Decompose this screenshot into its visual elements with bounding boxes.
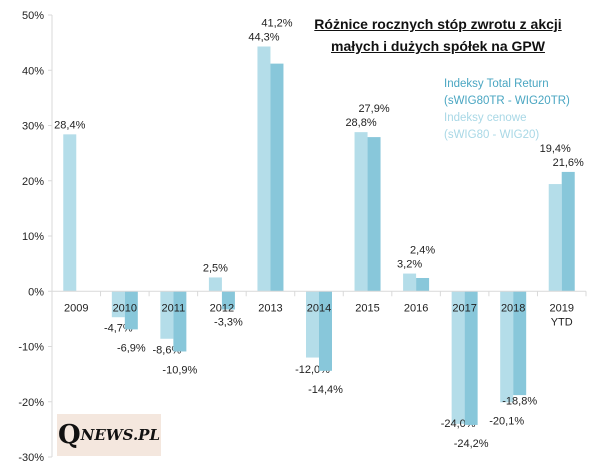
bar-price-2011 <box>160 291 174 339</box>
bar-price-2012 <box>208 277 222 292</box>
bar-total-return-2014 <box>319 291 332 371</box>
y-tick-label: 50% <box>22 10 44 22</box>
data-label-price-2018: -20,1% <box>489 415 524 427</box>
y-tick-label: 0% <box>28 286 44 298</box>
y-tick-label: 10% <box>22 231 44 243</box>
data-label-total-return-2018: -18,8% <box>502 395 537 407</box>
bar-total-return-2017 <box>464 291 478 425</box>
y-tick-label: -30% <box>18 452 44 464</box>
x-tick-label-2013: 2013 <box>258 302 282 314</box>
data-label-price-2019-ytd: 19,4% <box>540 143 571 155</box>
data-label-total-return-2016: 2,4% <box>410 245 435 257</box>
bar-total-return-2012 <box>221 291 235 310</box>
x-tick-label-2010: 2010 <box>113 302 137 314</box>
x-tick-label-2009: 2009 <box>64 302 88 314</box>
y-tick-label: 20% <box>22 176 44 188</box>
data-label-total-return-2019-ytd: 21,6% <box>553 157 584 169</box>
x-tick-label-2019-ytd: 2019 <box>549 302 573 314</box>
bar-total-return-2016 <box>416 277 430 292</box>
bar-price-2010 <box>111 291 125 318</box>
y-tick-label: -20% <box>18 397 44 409</box>
x-tick-label-2014: 2014 <box>307 302 331 314</box>
x-tick-label-2015: 2015 <box>355 302 379 314</box>
data-label-total-return-2013: 41,2% <box>261 17 292 29</box>
data-label-price-2012: 2,5% <box>203 262 228 274</box>
data-label-price-2016: 3,2% <box>397 259 422 271</box>
bar-price-2015 <box>354 132 368 292</box>
data-label-price-2009: 28,4% <box>54 119 85 131</box>
data-label-price-2015: 28,8% <box>345 117 376 129</box>
x-tick-label-2018: 2018 <box>501 302 525 314</box>
legend-entry-price-line-2: (sWIG80 - WIG20) <box>444 129 540 141</box>
chart-title: Różnice rocznych stóp zwrotu z akcji mał… <box>308 13 568 57</box>
chart-title-line-2: małych i dużych spółek na GPW <box>331 38 545 54</box>
bar-total-return-2011 <box>173 291 187 352</box>
bar-price-2019-ytd <box>548 184 562 292</box>
bar-total-return-2015 <box>367 137 381 292</box>
logo-text: NEWS.PL <box>80 426 160 444</box>
bar-price-2013 <box>257 46 271 292</box>
bar-price-2018 <box>500 291 514 403</box>
data-label-total-return-2010: -6,9% <box>117 342 146 354</box>
y-tick-label: 40% <box>22 65 44 77</box>
legend: Indeksy Total Return (sWIG80TR - WIG20TR… <box>444 76 570 144</box>
data-label-total-return-2014: -14,4% <box>308 384 343 396</box>
chart-title-line-1: Różnice rocznych stóp zwrotu z akcji <box>314 16 562 32</box>
bar-price-2014 <box>306 291 319 358</box>
bar-price-2009 <box>63 134 77 292</box>
legend-entry-total-return-line-2: (sWIG80TR - WIG20TR) <box>444 95 570 107</box>
qnews-logo: Q NEWS.PL <box>57 414 161 456</box>
x-tick-label-2016: 2016 <box>404 302 428 314</box>
data-label-total-return-2012: -3,3% <box>214 316 243 328</box>
bar-price-2017 <box>451 291 465 424</box>
data-label-price-2013: 44,3% <box>248 31 279 43</box>
bar-total-return-2019-ytd <box>561 171 575 292</box>
x-tick-label-2017: 2017 <box>452 302 476 314</box>
x-tick-label-2019-ytd: YTD <box>551 316 573 328</box>
legend-entry-total-return-line-1: Indeksy Total Return <box>444 78 549 90</box>
legend-entry-price-line-1: Indeksy cenowe <box>444 112 527 124</box>
x-tick-label-2011: 2011 <box>162 302 186 314</box>
y-tick-label: -10% <box>18 342 44 354</box>
x-tick-label-2012: 2012 <box>210 302 234 314</box>
bar-total-return-2018 <box>513 291 527 396</box>
bar-price-2016 <box>403 273 417 292</box>
logo-letter: Q <box>58 420 81 450</box>
data-label-total-return-2015: 27,9% <box>358 103 389 115</box>
y-tick-label: 30% <box>22 121 44 133</box>
bar-total-return-2010 <box>124 291 138 330</box>
bar-total-return-2013 <box>270 63 284 292</box>
data-label-total-return-2017: -24,2% <box>454 438 489 450</box>
data-label-total-return-2011: -10,9% <box>162 364 197 376</box>
